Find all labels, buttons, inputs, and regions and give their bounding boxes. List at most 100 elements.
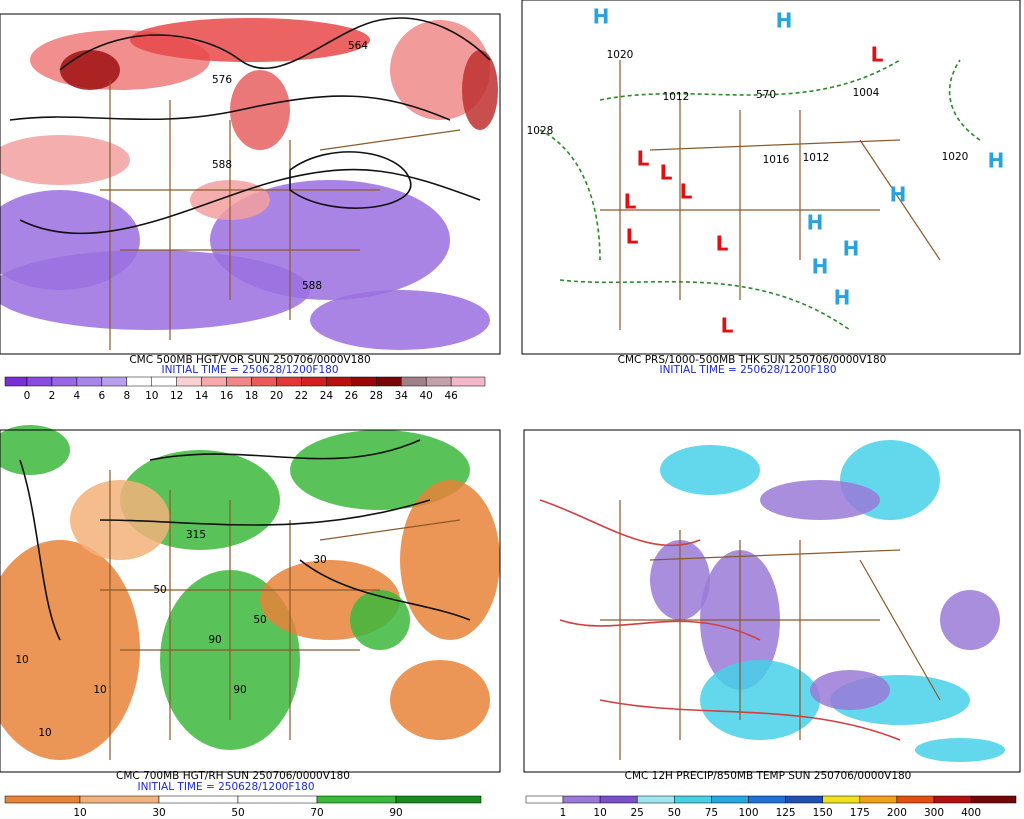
map-label: 30 xyxy=(313,554,326,566)
panel-frame xyxy=(0,429,501,773)
map-label: 1012 xyxy=(663,91,690,103)
colorbar-swatch xyxy=(425,376,452,387)
contour xyxy=(149,439,421,461)
colorbar-swatch xyxy=(599,795,638,804)
colorbar-swatch xyxy=(79,795,160,804)
colorbar-swatch xyxy=(201,376,227,387)
state-borders xyxy=(100,470,461,760)
map-label: H xyxy=(593,5,610,29)
colorbar-label: 90 xyxy=(389,807,402,819)
contour xyxy=(299,559,471,621)
colorbar-label: 10 xyxy=(593,807,606,819)
colorbar-swatch xyxy=(450,376,486,387)
colorbar-swatch xyxy=(26,376,53,387)
field-shading xyxy=(0,540,140,760)
map-label: 570 xyxy=(756,89,776,101)
colorbar-swatch xyxy=(933,795,972,804)
field-shading xyxy=(760,480,880,520)
map-label: L xyxy=(637,147,650,171)
colorbar-label: 75 xyxy=(705,807,718,819)
colorbar-label: 200 xyxy=(887,807,907,819)
map-label: 90 xyxy=(233,684,246,696)
colorbar-label: 70 xyxy=(310,807,323,819)
colorbar-swatch xyxy=(351,376,377,387)
colorbar-swatch xyxy=(226,376,252,387)
map-label: 1012 xyxy=(803,152,830,164)
colorbar-swatch xyxy=(822,795,861,804)
caption: CMC PRS/1000-500MB THK SUN 250706/0000V1… xyxy=(618,354,887,366)
colorbar-label: 4 xyxy=(74,390,81,402)
colorbar-label: 175 xyxy=(850,807,870,819)
colorbar-swatch xyxy=(525,795,564,804)
panel-frame xyxy=(0,13,501,355)
map-label: 576 xyxy=(212,74,232,86)
field-shading xyxy=(700,660,820,740)
initial-time: INITIAL TIME = 250628/1200F180 xyxy=(137,781,314,793)
panel: 315 10 10 10 50 50 90 90 30 CMC 700MB HGT/RH SUN … xyxy=(0,425,501,819)
field-shading xyxy=(400,480,500,640)
field-shading xyxy=(940,590,1000,650)
colorbar-swatch xyxy=(4,376,28,387)
panel-frame xyxy=(523,429,1021,773)
field-shading xyxy=(60,50,120,90)
field-shading xyxy=(230,70,290,150)
colorbar-swatch xyxy=(859,795,898,804)
colorbar-label: 125 xyxy=(776,807,796,819)
contour xyxy=(539,499,701,547)
field-shading xyxy=(210,180,450,300)
colorbar-label: 12 xyxy=(170,390,183,402)
colorbar-label: 400 xyxy=(961,807,981,819)
colorbar-swatch xyxy=(276,376,302,387)
colorbar-swatch xyxy=(674,795,712,804)
colorbar-swatch xyxy=(176,376,202,387)
contour xyxy=(599,699,901,741)
field-shading xyxy=(310,290,490,350)
map-label: 10 xyxy=(93,684,106,696)
colorbar-label: 30 xyxy=(152,807,165,819)
field-shading xyxy=(0,135,130,185)
field-shading xyxy=(290,430,470,510)
colorbar-swatch xyxy=(76,376,103,387)
colorbar-label: 8 xyxy=(123,390,130,402)
map-label: 10 xyxy=(15,654,28,666)
map-label: 1028 xyxy=(527,125,554,137)
colorbar-label: 50 xyxy=(668,807,681,819)
colorbar-swatch xyxy=(126,376,153,387)
colorbar-swatch xyxy=(237,795,318,804)
colorbar-label: 26 xyxy=(345,390,359,402)
colorbar-label: 10 xyxy=(145,390,158,402)
map-label: 1016 xyxy=(763,154,790,166)
colorbar-label: 2 xyxy=(49,390,56,402)
map-label: H xyxy=(843,237,860,261)
map-label: H xyxy=(807,211,824,235)
map-label: 1004 xyxy=(853,87,880,99)
colorbar-swatch xyxy=(636,795,675,804)
colorbar-label: 34 xyxy=(395,390,409,402)
colorbar-label: 40 xyxy=(420,390,433,402)
colorbar-swatch xyxy=(101,376,128,387)
colorbar-swatch xyxy=(158,795,239,804)
colorbar-swatch xyxy=(896,795,935,804)
colorbar-swatch xyxy=(251,376,277,387)
state-borders xyxy=(600,60,941,330)
colorbar-swatch xyxy=(562,795,601,804)
map-label: 315 xyxy=(186,529,206,541)
field-shading xyxy=(0,425,70,475)
contour xyxy=(599,59,901,101)
colorbar-label: 10 xyxy=(73,807,86,819)
colorbar-swatch xyxy=(301,376,327,387)
field-shading xyxy=(915,738,1005,762)
field-shading xyxy=(350,590,410,650)
contour xyxy=(539,129,601,261)
map-label: 90 xyxy=(208,634,221,646)
colorbar-label: 300 xyxy=(924,807,944,819)
colorbar-swatch xyxy=(51,376,78,387)
field-shading xyxy=(130,18,370,62)
colorbar-swatch xyxy=(711,795,749,804)
colorbar-label: 16 xyxy=(220,390,234,402)
map-label: H xyxy=(776,9,793,33)
state-borders xyxy=(100,80,461,350)
map-label: L xyxy=(871,43,884,67)
map-label: L xyxy=(626,225,639,249)
